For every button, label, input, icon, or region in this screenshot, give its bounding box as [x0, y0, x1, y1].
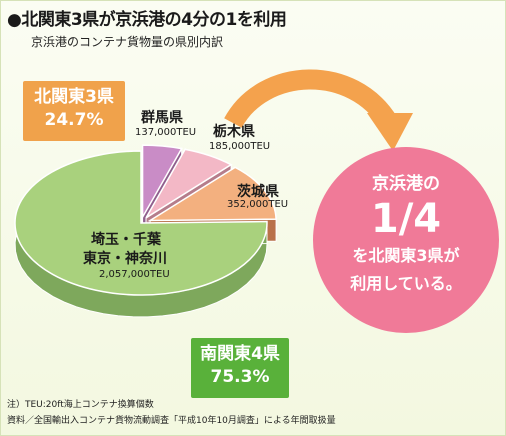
ibaraki-label: 茨城県 — [237, 184, 279, 200]
callout-fraction: 1/4 — [370, 196, 442, 242]
callout-arrow — [224, 69, 398, 129]
callout-line1: 京浜港の — [372, 174, 440, 194]
pie-slice-0 — [141, 144, 183, 220]
south-value: 2,057,000TEU — [99, 269, 170, 280]
pie-slice-3 — [14, 150, 268, 296]
footnote-source: 資料／全国輸出入コンテナ貨物流動調査「平成10年10月調査」による年間取扱量 — [7, 416, 336, 426]
chart-title: ●北関東3県が京浜港の4分の1を利用 — [7, 10, 287, 30]
callout-circle: 京浜港の 1/4 を北関東3県が 利用している。 — [313, 147, 499, 333]
gunma-value: 137,000TEU — [135, 127, 197, 138]
tochigi-value: 185,000TEU — [209, 141, 271, 152]
callout-line3: を北関東3県が — [352, 246, 460, 265]
south-kanto-label: 南関東4県 — [200, 344, 280, 364]
ibaraki-value: 352,000TEU — [227, 199, 289, 210]
pie-tops — [14, 144, 277, 296]
gunma-label: 群馬県 — [141, 110, 183, 126]
chart-subtitle: 京浜港のコンテナ貨物量の県別内訳 — [31, 35, 224, 49]
tochigi-label: 栃木県 — [213, 124, 255, 140]
pie-slice-2 — [147, 166, 277, 222]
south-label-line1: 埼玉・千葉 — [91, 232, 161, 248]
callout-line4: 利用している。 — [350, 274, 462, 293]
north-kanto-share: 24.7% — [44, 109, 104, 130]
callout-arrowhead — [367, 113, 413, 151]
south-label-line2: 東京・神奈川 — [83, 251, 167, 267]
south-kanto-badge: 南関東4県 75.3% — [191, 338, 289, 398]
north-kanto-label: 北関東3県 — [34, 87, 114, 107]
south-kanto-share: 75.3% — [210, 366, 270, 387]
footnote-teu: 注）TEU:20ft海上コンテナ換算個数 — [7, 400, 154, 410]
pie-slice-1 — [145, 148, 233, 219]
north-kanto-badge: 北関東3県 24.7% — [23, 81, 125, 141]
